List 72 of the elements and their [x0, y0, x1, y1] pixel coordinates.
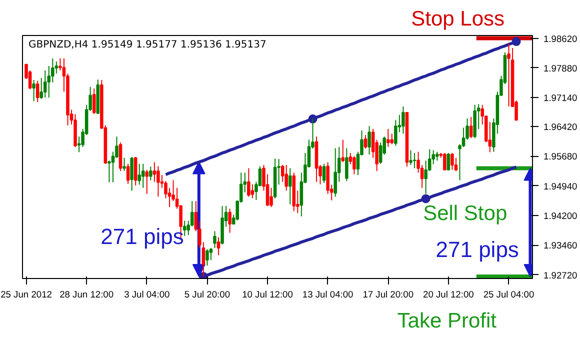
candlestick	[250, 184, 254, 199]
candlestick	[182, 220, 186, 236]
annotation: 271 pips	[100, 224, 184, 249]
candlestick	[134, 156, 138, 186]
candlestick	[213, 230, 216, 249]
x-tick-label: 25 Jun 2012	[0, 290, 52, 300]
candlestick	[322, 163, 326, 184]
candlestick	[247, 168, 250, 198]
candlestick	[228, 208, 232, 234]
y-tick-label: 1.98620	[544, 34, 578, 44]
candlestick	[270, 187, 273, 208]
y-tick-label: 1.97880	[544, 63, 578, 74]
y-tick-label: 1.95680	[544, 152, 578, 162]
candlestick	[32, 80, 36, 102]
x-tick-label: 3 Jul 04:00	[124, 290, 170, 300]
candlestick	[409, 150, 412, 166]
candlestick	[145, 169, 149, 194]
candlestick	[446, 152, 450, 170]
candlestick	[141, 163, 145, 188]
candlestick	[209, 248, 213, 261]
candlestick	[36, 80, 40, 103]
candlestick	[284, 164, 288, 192]
candlestick	[126, 163, 130, 184]
x-tick-label: 13 Jul 04:00	[302, 290, 354, 300]
candlestick	[156, 166, 160, 198]
y-tick-label: 1.97140	[544, 93, 578, 104]
y-tick-label: 1.96420	[544, 122, 578, 132]
chart-title: GBPNZD,H4 1.95149 1.95177 1.95136 1.95137	[28, 40, 266, 50]
candlestick	[412, 152, 416, 169]
candlestick	[152, 162, 156, 182]
candlestick	[443, 152, 446, 170]
x-tick-label: 20 Jul 12:00	[423, 290, 474, 300]
candlestick	[54, 61, 58, 74]
candlestick	[130, 156, 134, 192]
x-tick-label: 25 Jul 04:00	[483, 290, 534, 300]
candlestick	[450, 152, 454, 170]
ref-line-label: Stop Loss	[411, 8, 505, 30]
candlestick	[216, 236, 220, 256]
point	[308, 114, 318, 124]
candlestick	[43, 70, 47, 98]
candlestick	[402, 106, 405, 134]
ref-line-label: Take Profit	[397, 310, 497, 332]
x-tick-label: 17 Jul 20:00	[362, 290, 414, 300]
candlestick	[390, 133, 394, 145]
y-tick-label: 1.92720	[544, 270, 578, 280]
candlestick	[92, 88, 96, 115]
candlestick	[454, 157, 458, 172]
annotation: 271 pips	[436, 236, 519, 262]
candlestick	[345, 148, 348, 182]
point	[421, 194, 430, 204]
candlestick	[149, 166, 152, 181]
ref-line-label: Sell Stop	[423, 202, 508, 226]
y-tick-label: 1.93460	[544, 240, 578, 251]
candlestick	[122, 157, 126, 172]
y-tick-label: 1.94200	[544, 211, 578, 222]
x-tick-label: 5 Jul 20:00	[184, 290, 230, 300]
candlestick	[368, 126, 371, 156]
candlestick	[507, 43, 510, 107]
candlestick	[334, 148, 337, 198]
candlestick	[364, 134, 368, 150]
y-tick-label: 1.94940	[544, 181, 578, 192]
x-tick-label: 10 Jul 12:00	[242, 290, 293, 300]
candlestick	[352, 156, 356, 175]
candlestick	[341, 139, 345, 163]
x-tick-label: 28 Jun 12:00	[60, 290, 114, 300]
point	[512, 37, 521, 46]
candlestick	[288, 168, 292, 205]
candlestick	[469, 116, 473, 139]
candlestick	[206, 248, 209, 266]
candlestick	[118, 142, 122, 172]
candlestick	[138, 163, 141, 186]
candlestick	[386, 128, 390, 148]
